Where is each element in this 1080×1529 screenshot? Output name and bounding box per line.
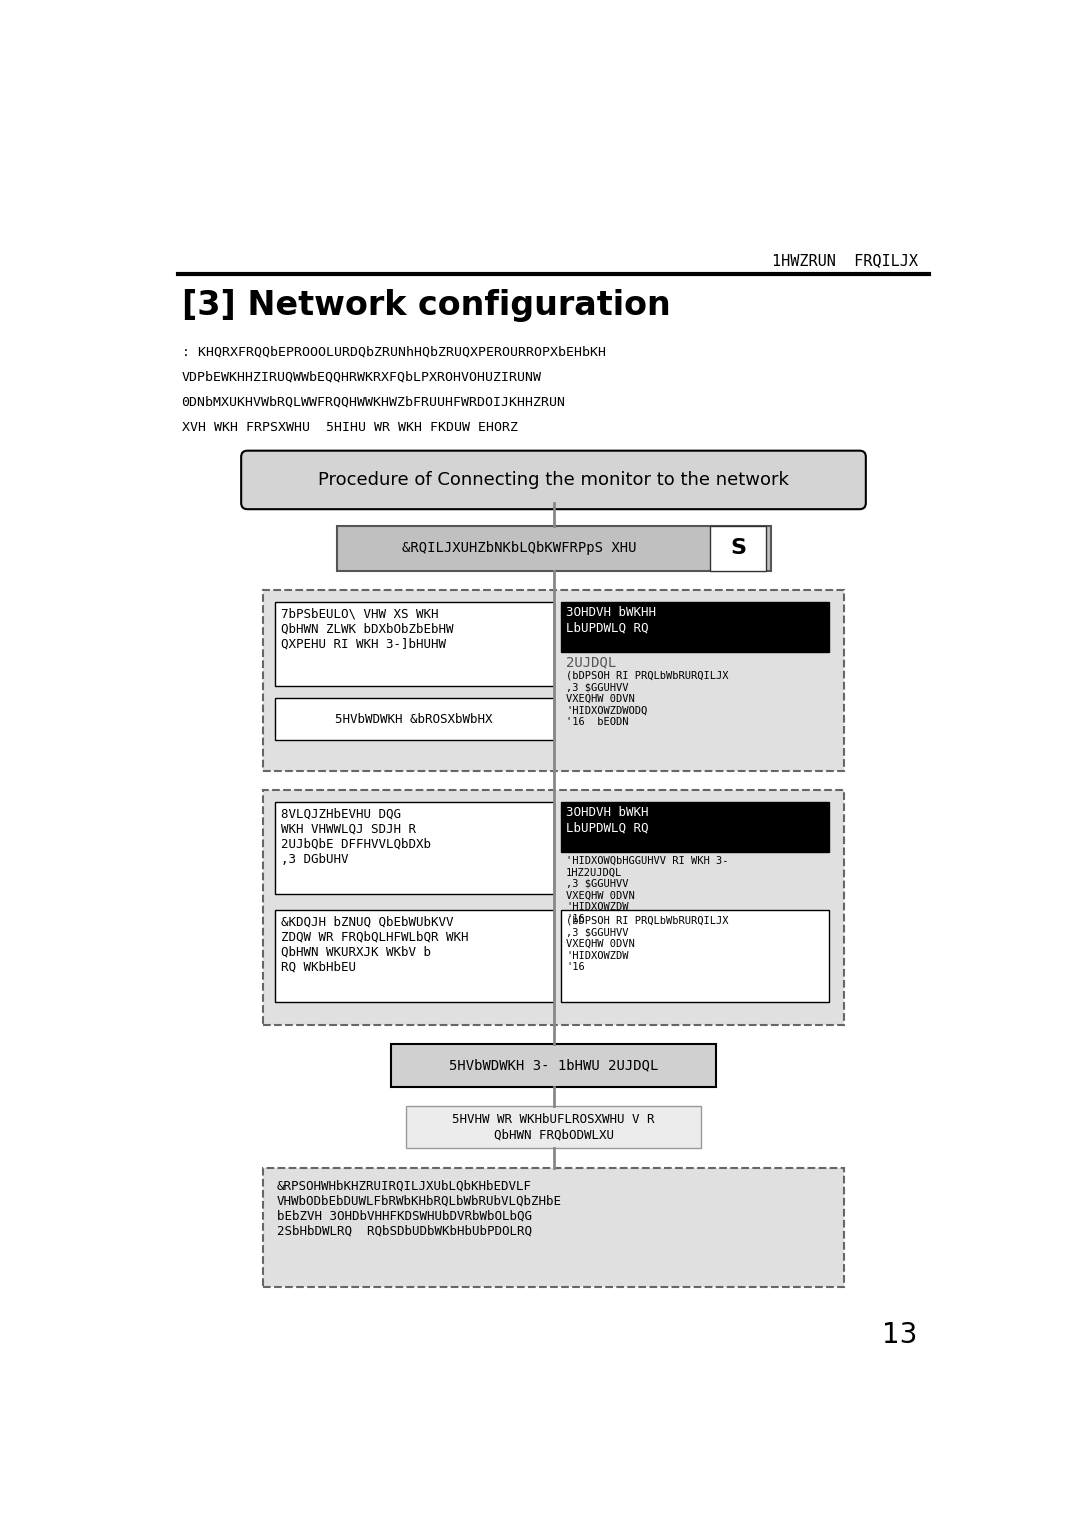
Text: 8VLQJZHbEVHU DQG
WKH VHWWLQJ SDJH R
2UJbQbE DFFHVVLQbDXb
,3 DGbUHV: 8VLQJZHbEVHU DQG WKH VHWWLQJ SDJH R 2UJb…: [281, 807, 431, 865]
FancyBboxPatch shape: [562, 910, 828, 1001]
FancyBboxPatch shape: [274, 601, 554, 687]
Text: 7bPSbEULO\ VHW XS WKH
QbHWN ZLWK bDXbObZbEbHW
QXPEHU RI WKH 3-]bHUHW: 7bPSbEULO\ VHW XS WKH QbHWN ZLWK bDXbObZ…: [281, 607, 454, 651]
Text: &KDQJH bZNUQ QbEbWUbKVV
ZDQW WR FRQbQLHFWLbQR WKH
QbHWN WKURXJK WKbV b
RQ WKbHbE: &KDQJH bZNUQ QbEbWUbKVV ZDQW WR FRQbQLHF…: [281, 916, 469, 974]
FancyBboxPatch shape: [274, 697, 554, 740]
Text: VDPbEWKHHZIRUQWWbEQQHRWKRXFQbLPXROHVOHUZIRUNW: VDPbEWKHHZIRUQWWbEQQHRWKRXFQbLPXROHVOHUZ…: [181, 370, 541, 384]
Text: 13: 13: [882, 1321, 918, 1349]
FancyBboxPatch shape: [274, 801, 554, 894]
Text: Procedure of Connecting the monitor to the network: Procedure of Connecting the monitor to t…: [319, 471, 788, 489]
FancyBboxPatch shape: [274, 910, 554, 1001]
FancyBboxPatch shape: [710, 526, 766, 570]
Text: 5HVbWDWKH &bROSXbWbHX: 5HVbWDWKH &bROSXbWbHX: [335, 713, 492, 726]
FancyBboxPatch shape: [562, 801, 828, 852]
Text: &RPSOHWHbKHZRUIRQILJXUbLQbKHbEDVLF
VHWbODbEbDUWLFbRWbKHbRQLbWbRUbVLQbZHbE
bEbZVH: &RPSOHWHbKHZRUIRQILJXUbLQbKHbEDVLF VHWbO…: [276, 1179, 562, 1237]
FancyBboxPatch shape: [241, 451, 866, 509]
Text: S: S: [730, 538, 746, 558]
Text: XVH WKH FRPSXWHU  5HIHU WR WKH FKDUW EHORZ: XVH WKH FRPSXWHU 5HIHU WR WKH FKDUW EHOR…: [181, 422, 517, 434]
Text: : KHQRXFRQQbEPROOOLURDQbZRUNhHQbZRUQXPEROURROPXbEHbKH: : KHQRXFRQQbEPROOOLURDQbZRUNhHQbZRUQXPER…: [181, 346, 606, 358]
Text: 'HIDXOWQbHGGUHVV RI WKH 3-
1HZ2UJDQL
,3 $GGUHVV
VXEQHW 0DVN
'HIDXOWZDW
'16: 'HIDXOWQbHGGUHVV RI WKH 3- 1HZ2UJDQL ,3 …: [566, 856, 728, 924]
Text: 3OHDVH bWKHH
LbUPDWLQ RQ: 3OHDVH bWKHH LbUPDWLQ RQ: [566, 605, 656, 635]
Text: [3] Network configuration: [3] Network configuration: [181, 289, 671, 321]
Text: &RQILJXUHZbNKbLQbKWFRPpS XHU: &RQILJXUHZbNKbLQbKWFRPpS XHU: [402, 541, 636, 555]
Text: 2UJDQL: 2UJDQL: [566, 656, 617, 670]
FancyBboxPatch shape: [406, 1105, 701, 1148]
Text: 3OHDVH bWKH
LbUPDWLQ RQ: 3OHDVH bWKH LbUPDWLQ RQ: [566, 806, 648, 835]
Text: 5HVbWDWKH 3- 1bHWU 2UJDQL: 5HVbWDWKH 3- 1bHWU 2UJDQL: [449, 1058, 658, 1072]
FancyBboxPatch shape: [262, 790, 845, 1024]
FancyBboxPatch shape: [262, 1168, 845, 1287]
Text: (bDPSOH RI PRQLbWbRURQILJX
,3 $GGUHVV
VXEQHW 0DVN
'HIDXOWZDW
'16: (bDPSOH RI PRQLbWbRURQILJX ,3 $GGUHVV VX…: [566, 916, 728, 972]
Text: 0DNbMXUKHVWbRQLWWFRQQHWWKHWZbFRUUHFWRDOIJKHHZRUN: 0DNbMXUKHVWbRQLWWFRQQHWWKHWZbFRUUHFWRDOI…: [181, 396, 566, 408]
FancyBboxPatch shape: [562, 601, 828, 651]
Text: 5HVHW WR WKHbUFLROSXWHU V R
QbHWN FRQbODWLXU: 5HVHW WR WKHbUFLROSXWHU V R QbHWN FRQbOD…: [453, 1113, 654, 1141]
FancyBboxPatch shape: [262, 590, 845, 771]
Text: 1HWZRUN  FRQILJX: 1HWZRUN FRQILJX: [772, 252, 918, 268]
Text: (bDPSOH RI PRQLbWbRURQILJX
,3 $GGUHVV
VXEQHW 0DVN
'HIDXOWZDWODQ
'16  bEODN: (bDPSOH RI PRQLbWbRURQILJX ,3 $GGUHVV VX…: [566, 671, 728, 728]
FancyBboxPatch shape: [391, 1044, 716, 1087]
FancyBboxPatch shape: [337, 526, 770, 570]
